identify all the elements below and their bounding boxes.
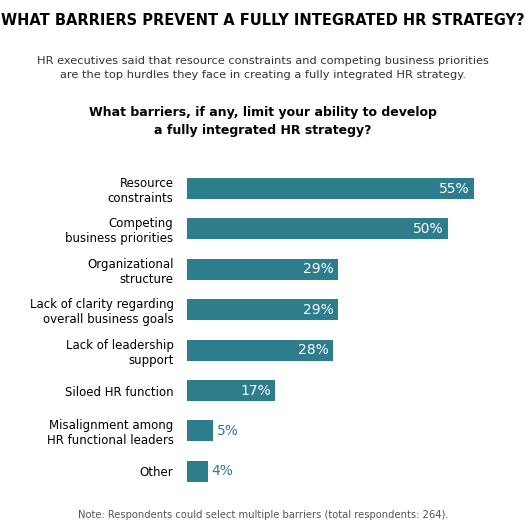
Text: HR executives said that resource constraints and competing business priorities
a: HR executives said that resource constra… — [37, 56, 489, 80]
Text: Note: Respondents could select multiple barriers (total respondents: 264).: Note: Respondents could select multiple … — [78, 510, 448, 520]
Bar — [187, 218, 448, 240]
Text: 29%: 29% — [303, 303, 334, 317]
Bar — [187, 340, 333, 360]
Text: 50%: 50% — [413, 222, 443, 236]
Bar — [187, 461, 208, 482]
Text: What barriers, if any, limit your ability to develop
a fully integrated HR strat: What barriers, if any, limit your abilit… — [89, 106, 437, 137]
Text: 55%: 55% — [439, 182, 470, 196]
Bar — [187, 259, 338, 280]
Bar — [187, 380, 276, 401]
Text: 5%: 5% — [217, 424, 239, 438]
Bar — [187, 420, 213, 441]
Bar — [187, 299, 338, 320]
Text: 29%: 29% — [303, 262, 334, 276]
Text: 17%: 17% — [240, 384, 271, 398]
Text: 4%: 4% — [212, 464, 234, 478]
Bar — [187, 178, 474, 199]
Text: WHAT BARRIERS PREVENT A FULLY INTEGRATED HR STRATEGY?: WHAT BARRIERS PREVENT A FULLY INTEGRATED… — [1, 13, 525, 28]
Text: 28%: 28% — [298, 343, 329, 357]
